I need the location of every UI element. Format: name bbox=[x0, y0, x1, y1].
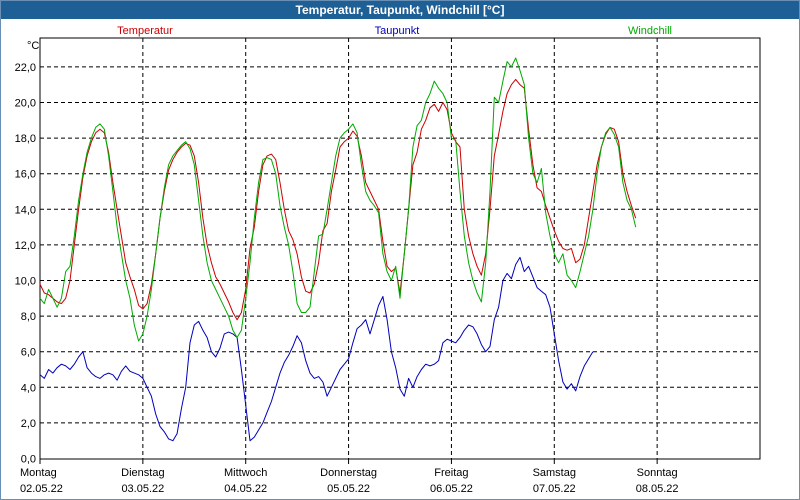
y-tick-label: 8,0 bbox=[21, 311, 36, 323]
series-windchill bbox=[39, 57, 637, 342]
y-tick-label: 10,0 bbox=[15, 276, 36, 288]
x-axis-ticks: Montag 02.05.22 Dienstag 03.05.22 Mittwoch 04… bbox=[20, 459, 679, 495]
plot-border bbox=[39, 37, 761, 460]
x-tick-weekday: Donnerstag bbox=[320, 467, 377, 479]
grid bbox=[40, 38, 760, 459]
y-tick-label: 14,0 bbox=[15, 204, 36, 216]
y-tick-label: 6,0 bbox=[21, 347, 36, 359]
legend-temperatur: Temperatur bbox=[117, 25, 173, 37]
x-tick-date: 06.05.22 bbox=[430, 483, 473, 495]
series-taupunkt bbox=[39, 256, 594, 442]
legend-windchill: Windchill bbox=[628, 25, 672, 37]
chart-title: Temperatur, Taupunkt, Windchill [°C] bbox=[1, 1, 799, 19]
series-temperatur bbox=[39, 78, 637, 321]
x-tick-weekday: Montag bbox=[20, 467, 57, 479]
x-tick-date: 04.05.22 bbox=[224, 483, 267, 495]
y-axis-ticks: 0,0 2,0 4,0 6,0 8,0 10,0 12,0 14,0 16,0 18,0 20,0 2… bbox=[15, 62, 36, 466]
legend: Temperatur Taupunkt Windchill bbox=[117, 25, 672, 37]
y-tick-label: 16,0 bbox=[15, 169, 36, 181]
y-tick-label: 0,0 bbox=[21, 454, 36, 466]
y-tick-label: 20,0 bbox=[15, 98, 36, 110]
y-axis-unit: °C bbox=[27, 40, 39, 52]
x-tick-weekday: Dienstag bbox=[121, 467, 164, 479]
x-tick-date: 03.05.22 bbox=[121, 483, 164, 495]
x-tick-weekday: Sonntag bbox=[637, 467, 678, 479]
x-tick-weekday: Samstag bbox=[533, 467, 576, 479]
y-tick-label: 12,0 bbox=[15, 240, 36, 252]
x-tick-date: 05.05.22 bbox=[327, 483, 370, 495]
x-tick-weekday: Mittwoch bbox=[224, 467, 267, 479]
x-tick-date: 02.05.22 bbox=[20, 483, 63, 495]
x-tick-date: 08.05.22 bbox=[636, 483, 679, 495]
y-tick-label: 22,0 bbox=[15, 62, 36, 74]
y-tick-label: 4,0 bbox=[21, 382, 36, 394]
legend-taupunkt: Taupunkt bbox=[375, 25, 420, 37]
y-tick-label: 18,0 bbox=[15, 133, 36, 145]
series-group bbox=[39, 57, 637, 442]
x-tick-date: 07.05.22 bbox=[533, 483, 576, 495]
x-tick-weekday: Freitag bbox=[434, 467, 468, 479]
y-tick-label: 2,0 bbox=[21, 418, 36, 430]
